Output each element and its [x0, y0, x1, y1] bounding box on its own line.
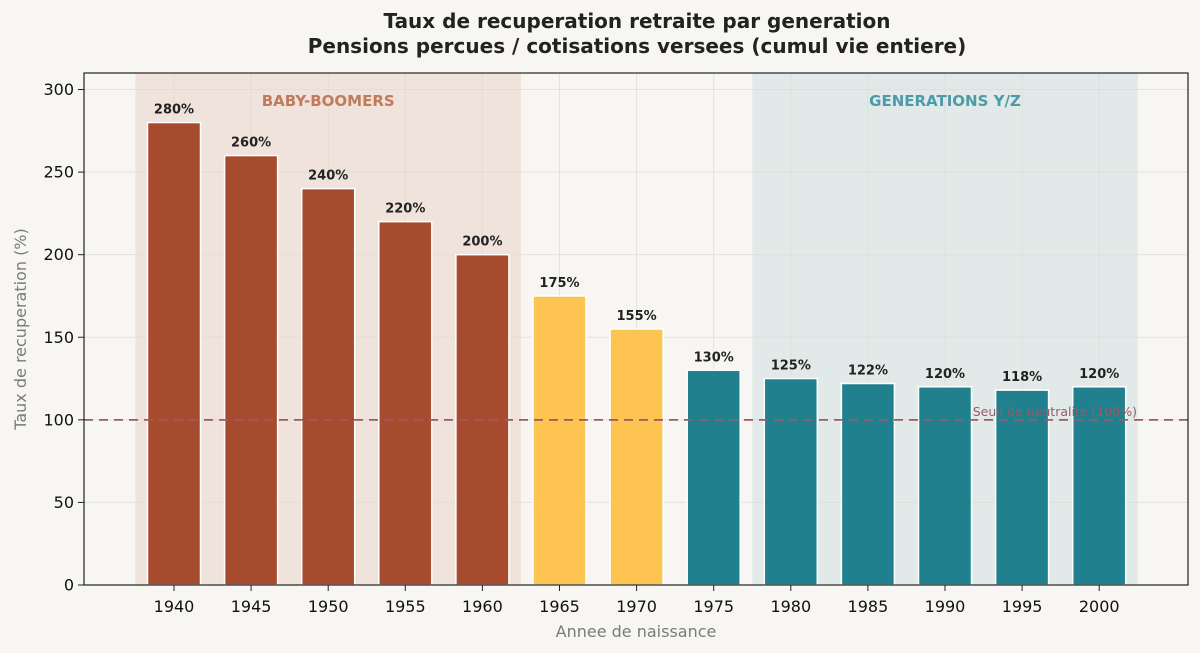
x-tick-label-1985: 1985 [848, 597, 889, 616]
x-tick-label-1940: 1940 [154, 597, 195, 616]
x-tick-label-1995: 1995 [1002, 597, 1043, 616]
bar-value-label-1940: 280% [154, 103, 194, 118]
x-tick-label-1945: 1945 [231, 597, 272, 616]
plot-frame [83, 72, 1189, 586]
y-tick-label-100: 100 [43, 410, 74, 429]
region-label-0: BABY-BOOMERS [262, 92, 395, 110]
y-tick-label-0: 0 [64, 576, 74, 595]
bar-value-label-1955: 220% [385, 202, 425, 217]
bar-1940 [146, 121, 202, 586]
bar-value-label-1950: 240% [308, 169, 348, 184]
region-label-1: GENERATIONS Y/Z [869, 92, 1021, 110]
chart-subtitle: Pensions percues / cotisations versees (… [308, 34, 967, 58]
x-axis-label: Annee de naissance [556, 622, 717, 641]
bar-value-label-2000: 120% [1079, 367, 1119, 382]
bar-1970 [609, 328, 664, 586]
y-tick-label-150: 150 [43, 328, 74, 347]
bar-value-label-1960: 200% [462, 235, 502, 250]
x-tick-label-1990: 1990 [925, 597, 966, 616]
y-tick-label-300: 300 [43, 80, 74, 99]
x-tick-label-1955: 1955 [385, 597, 426, 616]
x-tick-label-1960: 1960 [462, 597, 503, 616]
bar-1965 [532, 295, 587, 586]
x-tick-label-2000: 2000 [1079, 597, 1120, 616]
bar-value-label-1945: 260% [231, 136, 271, 151]
chart-title: Taux de recuperation retraite par genera… [384, 9, 891, 33]
axes-layer: 0 50 100 150 200 250 300 1940 1945 1950 1955 1960 19… [43, 80, 1119, 616]
bar-value-label-1985: 122% [848, 364, 888, 379]
labels-layer: BABY-BOOMERS GENERATIONS Y/Z 280% 260% 240% 2… [154, 92, 1137, 419]
bar-1985 [840, 382, 896, 586]
bar-value-label-1980: 125% [771, 359, 811, 374]
bar-value-label-1970: 155% [617, 309, 657, 324]
bar-value-label-1990: 120% [925, 367, 965, 382]
bar-1950 [300, 187, 356, 586]
y-tick-label-200: 200 [43, 245, 74, 264]
bar-1975 [686, 369, 741, 586]
reference-line-label: Seuil de neutralite (100%) [973, 404, 1137, 419]
bar-1995 [994, 389, 1050, 586]
x-tick-label-1975: 1975 [693, 597, 734, 616]
bar-1980 [763, 377, 819, 586]
bar-value-label-1975: 130% [694, 350, 734, 365]
bar-value-label-1965: 175% [539, 276, 579, 291]
y-tick-label-250: 250 [43, 163, 74, 182]
bar-1990 [917, 386, 973, 586]
bar-value-label-1995: 118% [1002, 370, 1042, 385]
bar-1945 [223, 154, 279, 586]
y-axis-label: Taux de recuperation (%) [11, 228, 30, 431]
x-tick-label-1950: 1950 [308, 597, 349, 616]
x-tick-label-1965: 1965 [539, 597, 580, 616]
x-tick-label-1970: 1970 [616, 597, 657, 616]
x-tick-label-1980: 1980 [770, 597, 811, 616]
bar-1955 [378, 220, 433, 586]
y-tick-label-50: 50 [54, 493, 74, 512]
